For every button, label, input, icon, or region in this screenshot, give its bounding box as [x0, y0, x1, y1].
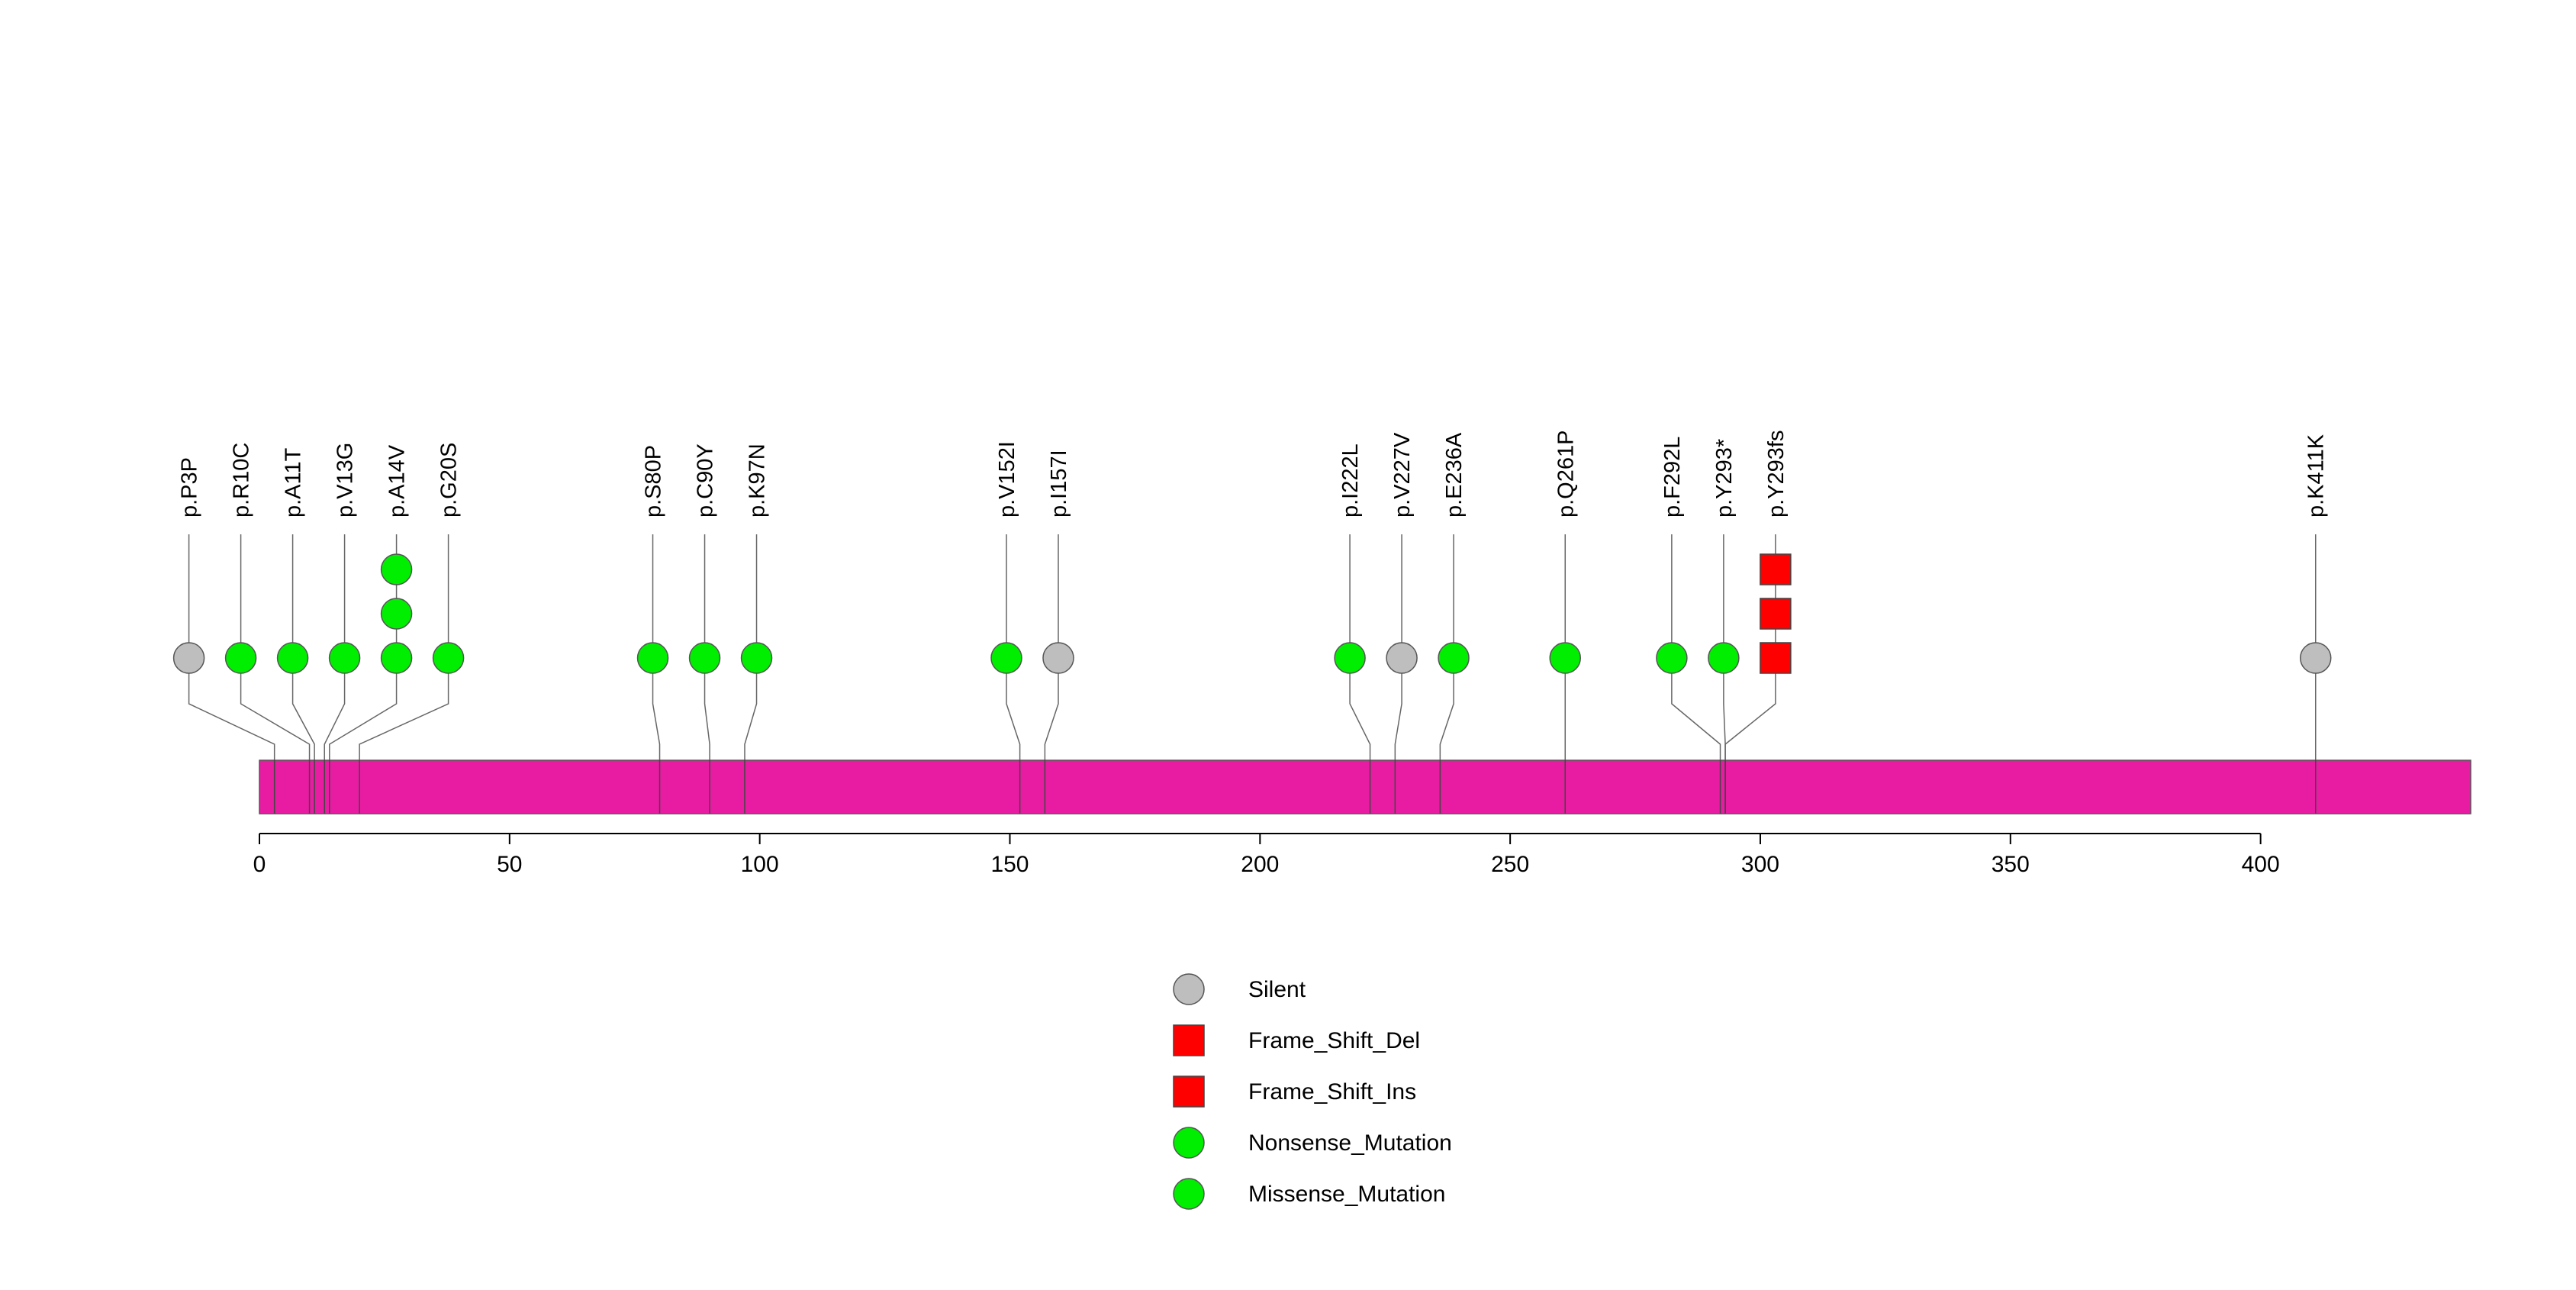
x-tick-label: 200 [1241, 852, 1279, 877]
mutation-label: p.V227V [1390, 432, 1415, 518]
mutation-labels: p.P3P p.R10C p.A11T p.V13G p.A14V p.G20S p.S80… [178, 431, 2329, 518]
mutation-label: p.I157I [1047, 450, 1071, 518]
mutation-marker-circle[interactable] [276, 642, 309, 674]
mutation-marker-circle[interactable] [380, 598, 413, 630]
legend-swatch-circle [1173, 973, 1205, 1005]
mutation-marker-circle[interactable] [1708, 642, 1740, 674]
mutation-label: p.Y293fs [1764, 431, 1789, 518]
mutation-marker-circle[interactable] [1549, 642, 1582, 674]
mutation-label: p.K411K [2304, 434, 2329, 518]
legend-swatch-circle [1173, 1127, 1205, 1159]
legend-swatch-circle [1173, 1178, 1205, 1210]
mutation-label: p.A11T [282, 447, 306, 518]
mutation-markers [172, 553, 2332, 674]
x-tick-label: 350 [1992, 852, 2030, 877]
legend-label: Nonsense_Mutation [1248, 1130, 1452, 1156]
mutation-label: p.P3P [178, 457, 202, 518]
legend-label: Frame_Shift_Ins [1248, 1079, 1416, 1105]
mutation-marker-circle[interactable] [380, 553, 413, 585]
x-tick-label: 250 [1491, 852, 1529, 877]
x-tick-label: 50 [497, 852, 522, 877]
mutation-label: p.V13G [333, 443, 358, 518]
x-tick-label: 100 [741, 852, 779, 877]
mutation-marker-circle[interactable] [636, 642, 669, 674]
legend-label: Missense_Mutation [1248, 1182, 1445, 1207]
mutation-marker-square[interactable] [1760, 553, 1792, 585]
mutation-marker-circle[interactable] [328, 642, 361, 674]
protein-bar-position-marks [273, 760, 2317, 814]
mutation-label: p.F292L [1660, 437, 1685, 518]
legend-swatch-square [1173, 1024, 1205, 1056]
mutation-label: p.S80P [642, 445, 666, 518]
mutation-marker-circle[interactable] [1334, 642, 1366, 674]
x-tick-label: 300 [1741, 852, 1779, 877]
legend-label: Frame_Shift_Del [1248, 1028, 1420, 1053]
mutation-label: p.V152I [995, 441, 1019, 518]
mutation-marker-circle[interactable] [224, 642, 257, 674]
x-tick-label: 400 [2242, 852, 2280, 877]
x-axis: 0 50 100 150 200 250 300 350 400 [253, 833, 2280, 877]
mutation-marker-circle[interactable] [1042, 642, 1074, 674]
mutation-marker-square[interactable] [1760, 598, 1792, 630]
mutation-label: p.C90Y [694, 443, 718, 518]
mutation-label: p.I222L [1338, 443, 1363, 518]
mutation-label: p.E236A [1442, 432, 1467, 518]
mutation-label: p.Y293* [1712, 439, 1737, 518]
mutation-marker-circle[interactable] [740, 642, 773, 674]
mutation-marker-circle[interactable] [1386, 642, 1418, 674]
mutation-marker-circle[interactable] [688, 642, 721, 674]
legend: Silent Frame_Shift_Del Frame_Shift_Ins Nons… [1173, 973, 1452, 1210]
protein-bar [259, 759, 2471, 814]
mutation-marker-circle[interactable] [990, 642, 1022, 674]
mutation-label: p.K97N [745, 443, 770, 518]
mutation-marker-square[interactable] [1760, 642, 1792, 674]
mutation-marker-circle[interactable] [1656, 642, 1688, 674]
legend-swatch-square [1173, 1076, 1205, 1108]
x-tick-label: 150 [990, 852, 1029, 877]
mutation-label: p.Q261P [1554, 431, 1578, 518]
mutation-marker-circle[interactable] [1438, 642, 1470, 674]
mutation-marker-circle[interactable] [432, 642, 465, 674]
mutation-label: p.G20S [437, 443, 462, 518]
mutation-label: p.A14V [385, 444, 410, 518]
mutation-marker-circle[interactable] [380, 642, 413, 674]
mutation-marker-circle[interactable] [172, 642, 205, 674]
mutation-label: p.R10C [230, 443, 254, 518]
legend-label: Silent [1248, 977, 1306, 1002]
x-tick-label: 0 [253, 852, 266, 877]
mutation-marker-circle[interactable] [2299, 642, 2332, 674]
